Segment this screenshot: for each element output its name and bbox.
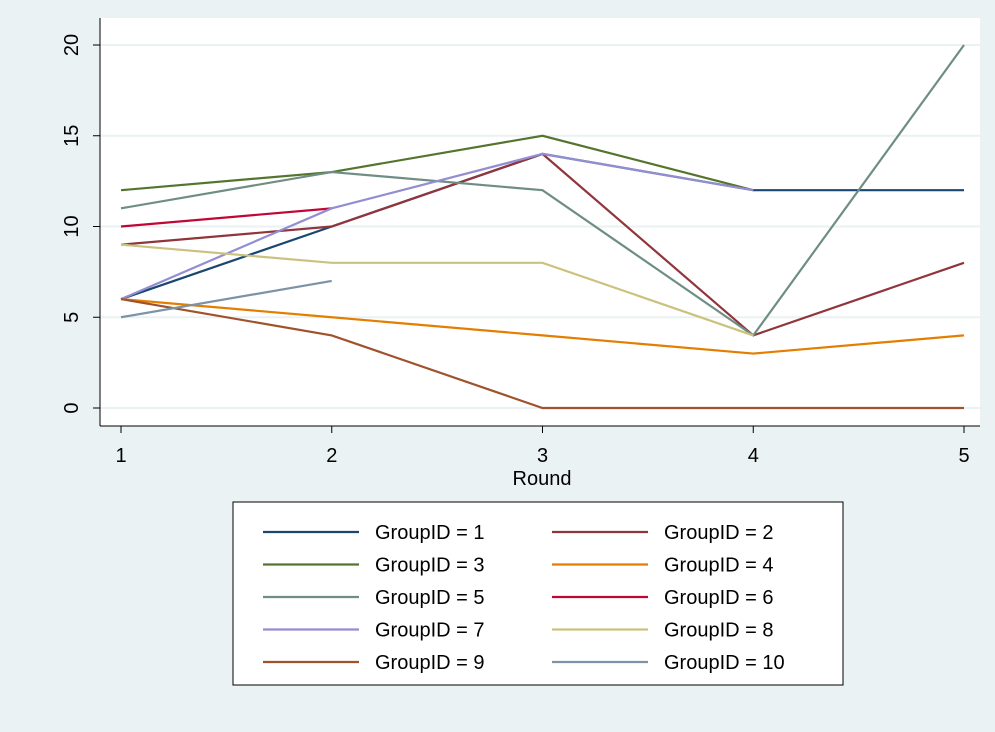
y-tick-label: 20 [61,34,83,56]
legend-label-8: GroupID = 8 [664,620,774,642]
legend-label-2: GroupID = 2 [664,522,774,544]
axes [99,18,980,427]
legend-label-5: GroupID = 5 [375,587,485,609]
x-tick-label: 4 [748,445,759,467]
legend-label-9: GroupID = 9 [375,652,485,674]
series-line-4 [120,298,965,355]
x-tick-label: 5 [958,445,969,467]
x-tick-label: 1 [115,445,126,467]
series-line-6 [120,207,332,228]
legend-label-3: GroupID = 3 [375,555,485,577]
y-ticks: 0 5 10 15 20 [61,34,100,414]
legend-label-1: GroupID = 1 [375,522,485,544]
y-tick-label: 0 [61,402,83,413]
x-ticks: 1 2 3 4 5 [115,426,970,467]
x-tick-label: 2 [326,445,337,467]
legend-label-10: GroupID = 10 [664,652,785,674]
x-axis-label: Round [513,468,572,490]
series-line-10 [120,279,332,319]
legend-label-6: GroupID = 6 [664,587,774,609]
y-tick-label: 10 [61,215,83,237]
series-lines [120,44,965,410]
series-line-3 [120,134,754,192]
legend-label-4: GroupID = 4 [664,555,774,577]
x-tick-label: 3 [537,445,548,467]
y-tick-label: 15 [61,125,83,147]
series-line-9 [120,298,964,410]
y-tick-label: 5 [61,312,83,323]
legend: GroupID = 1 GroupID = 2 GroupID = 3 GroupID… [232,501,844,686]
legend-label-7: GroupID = 7 [375,620,485,642]
series-line-8 [120,243,754,337]
series-line-5 [120,44,965,337]
plot-area [100,18,980,426]
